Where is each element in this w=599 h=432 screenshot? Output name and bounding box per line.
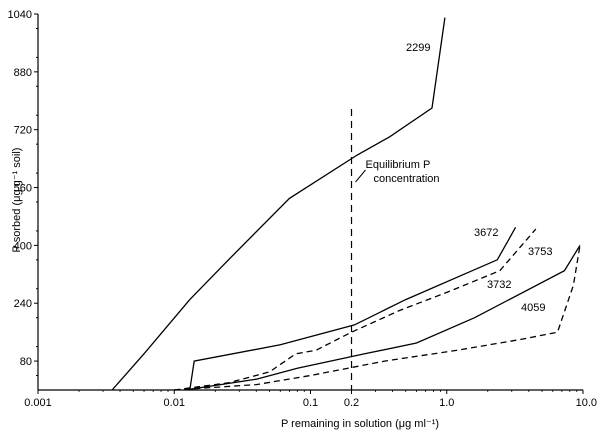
equilibrium-label-line2: concentration	[374, 173, 440, 185]
series-label-3672: 3672	[474, 227, 498, 239]
x-tick-label: 10.0	[576, 397, 597, 409]
series-line-4059	[174, 245, 581, 391]
y-tick-label: 720	[14, 125, 32, 137]
series-label-3753: 3753	[528, 246, 552, 258]
series-labels: 2299 3672 3753 3732 4059	[406, 42, 552, 314]
y-tick-label: 1040	[8, 9, 32, 21]
series-line-3732	[184, 245, 581, 391]
y-tick-label: 560	[14, 183, 32, 195]
x-tick-label: 0.2	[344, 397, 359, 409]
equilibrium-pointer	[355, 169, 366, 183]
series-label-2299: 2299	[406, 42, 430, 54]
x-tick-label: 0.1	[303, 397, 318, 409]
series-label-3732: 3732	[487, 279, 511, 291]
x-axis-title: P remaining in solution (μg ml⁻¹)	[281, 418, 439, 430]
series-line-3753	[174, 228, 537, 391]
y-tick-label: 80	[20, 356, 32, 368]
y-axis-title: P sorbed (μg g⁻¹ soil)	[11, 148, 23, 253]
series-line-2299	[111, 17, 446, 391]
series-label-4059: 4059	[521, 302, 545, 314]
axes	[37, 14, 583, 391]
series-line-3672	[189, 226, 517, 391]
x-tick-label: 0.01	[164, 397, 185, 409]
y-tick-label: 240	[14, 298, 32, 310]
y-tick-label: 880	[14, 67, 32, 79]
x-tick-label: 0.001	[24, 397, 52, 409]
equilibrium-label-line1: Equilibrium P	[366, 159, 431, 171]
ticks: 80 240 400 560 720 880 1040 0.001 0.01 0.1 0.2 1.0 1…	[8, 9, 597, 409]
x-tick-label: 1.0	[439, 397, 454, 409]
series-group	[111, 17, 581, 391]
y-tick-label: 400	[14, 240, 32, 252]
equilibrium-line-group: Equilibrium P concentration	[350, 109, 440, 390]
